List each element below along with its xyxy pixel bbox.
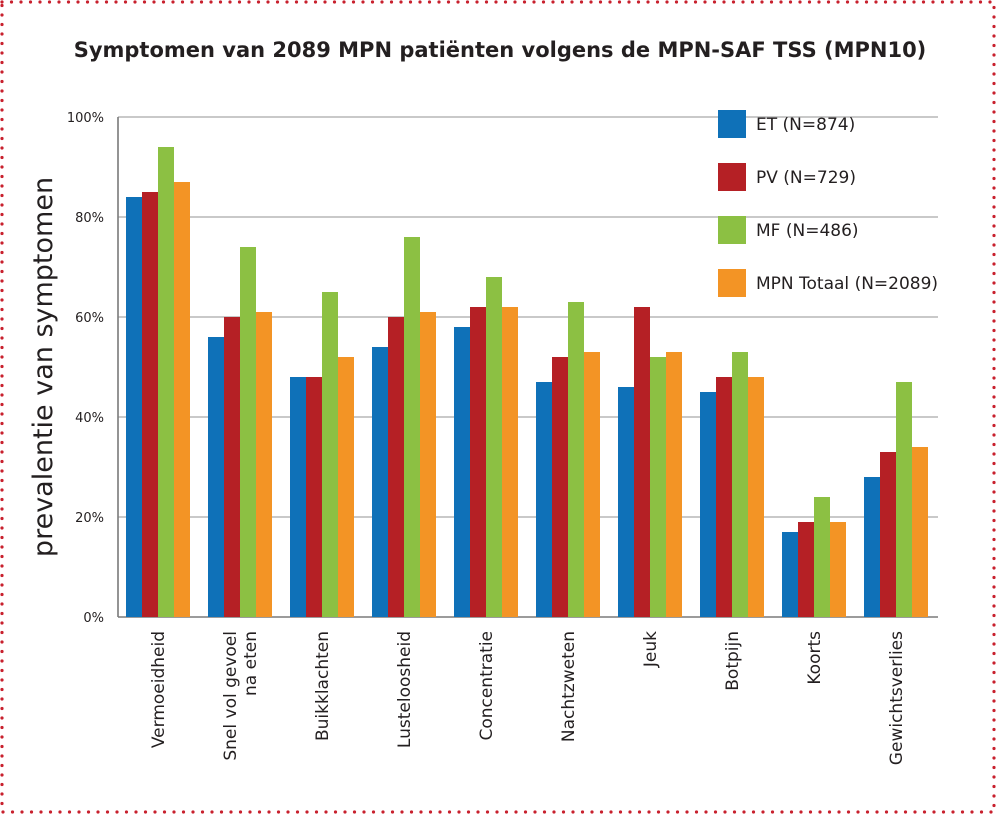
bar: [454, 327, 470, 617]
bar: [666, 352, 682, 617]
category-label: Lusteloosheid: [395, 631, 415, 748]
category-label: Koorts: [805, 631, 825, 685]
legend-label: MF (N=486): [756, 221, 859, 241]
bar: [830, 522, 846, 617]
legend-label: MPN Totaal (N=2089): [756, 274, 938, 294]
bar: [338, 357, 354, 617]
bar: [896, 382, 912, 617]
y-axis-label: prevalentie van symptomen: [28, 177, 59, 557]
bar: [798, 522, 814, 617]
bar: [486, 277, 502, 617]
bar: [420, 312, 436, 617]
bar: [306, 377, 322, 617]
y-tick-label: 80%: [75, 211, 104, 226]
bar: [716, 377, 732, 617]
category-label: Botpijn: [723, 631, 743, 691]
y-tick-label: 60%: [75, 311, 104, 326]
legend-label: ET (N=874): [756, 115, 855, 135]
bar: [224, 317, 240, 617]
bar: [404, 237, 420, 617]
bar: [372, 347, 388, 617]
bar: [126, 197, 142, 617]
category-label: Buikklachten: [313, 631, 333, 741]
chart-title: Symptomen van 2089 MPN patiënten volgens…: [73, 38, 927, 62]
bar: [158, 147, 174, 617]
bar: [700, 392, 716, 617]
bar: [864, 477, 880, 617]
bar: [322, 292, 338, 617]
bar: [618, 387, 634, 617]
y-tick-label: 40%: [75, 411, 104, 426]
bar: [388, 317, 404, 617]
bar: [912, 447, 928, 617]
bar: [634, 307, 650, 617]
category-label: Vermoeidheid: [149, 631, 169, 748]
category-label: Snel vol gevoelna eten: [221, 631, 261, 761]
bar: [290, 377, 306, 617]
legend-swatch: [718, 110, 746, 138]
bar: [880, 452, 896, 617]
legend-swatch: [718, 216, 746, 244]
y-tick-label: 100%: [67, 111, 104, 126]
category-label: Jeuk: [641, 631, 661, 668]
bar: [782, 532, 798, 617]
y-tick-label: 0%: [83, 611, 104, 626]
bar: [814, 497, 830, 617]
bar: [174, 182, 190, 617]
bar: [748, 377, 764, 617]
bar: [650, 357, 666, 617]
category-label: Concentratie: [477, 631, 497, 741]
category-label: Gewichtsverlies: [887, 631, 907, 765]
bar: [568, 302, 584, 617]
bar: [470, 307, 486, 617]
y-tick-label: 20%: [75, 511, 104, 526]
bar: [552, 357, 568, 617]
legend-swatch: [718, 269, 746, 297]
bar: [142, 192, 158, 617]
bar: [240, 247, 256, 617]
legend-label: PV (N=729): [756, 168, 856, 188]
bar: [584, 352, 600, 617]
bar: [536, 382, 552, 617]
bar: [502, 307, 518, 617]
bar: [208, 337, 224, 617]
bar: [732, 352, 748, 617]
category-label: Nachtzweten: [559, 631, 579, 742]
bar: [256, 312, 272, 617]
legend-swatch: [718, 163, 746, 191]
